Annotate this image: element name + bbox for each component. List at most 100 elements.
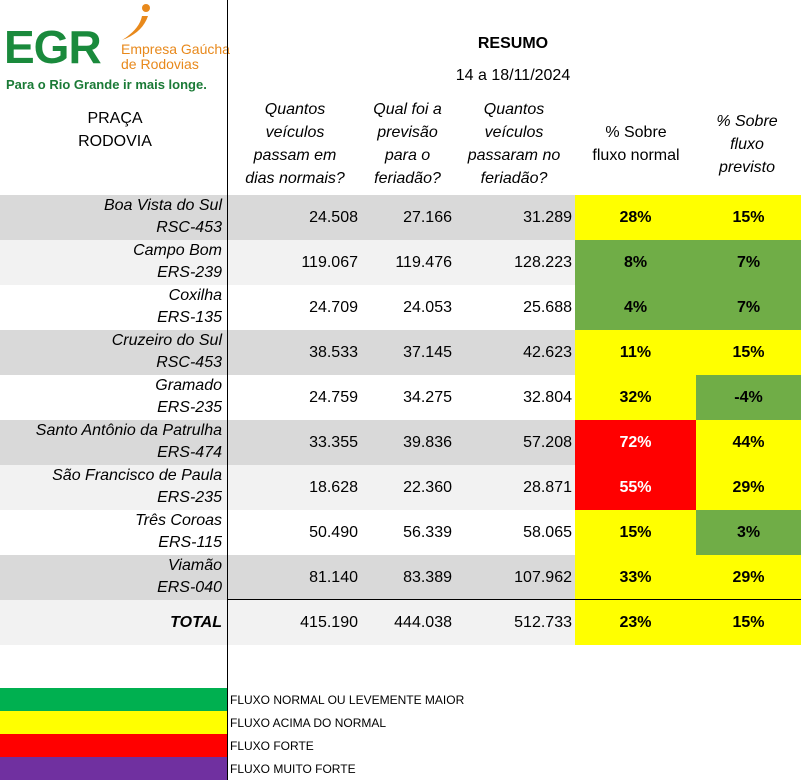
legend-label: FLUXO MUITO FORTE (230, 762, 356, 776)
header-passaram: Quantos veículos passaram no feriadão? (456, 98, 572, 190)
row-pct-previsto: 29% (696, 465, 801, 510)
row-pct-normal: 33% (575, 555, 696, 600)
row-pct-previsto: 29% (696, 555, 801, 600)
total-previsao: 444.038 (394, 614, 452, 631)
header-line: passaram no (467, 147, 561, 164)
legend-swatch (0, 711, 227, 734)
row-normal: 119.067 (301, 254, 358, 271)
legend-swatch (0, 734, 227, 757)
row-location: Campo Bom ERS-239 (0, 240, 222, 284)
header-line: fluxo normal (592, 147, 680, 164)
row-passaram: 57.208 (523, 434, 572, 451)
legend-swatch (0, 688, 227, 711)
row-pct-normal: 4% (575, 285, 696, 330)
header-praca-rodovia: PRAÇA RODOVIA (60, 107, 170, 153)
row-normal: 81.140 (309, 569, 358, 586)
row-previsao: 24.053 (403, 299, 452, 316)
total-label: TOTAL (170, 614, 222, 631)
row-normal: 24.508 (309, 209, 358, 226)
row-previsao: 56.339 (403, 524, 452, 541)
row-pct-normal: 11% (575, 330, 696, 375)
row-location: São Francisco de Paula ERS-235 (0, 465, 222, 509)
table-row (0, 375, 575, 420)
header-line: para o (384, 147, 431, 164)
row-pct-previsto: 15% (696, 330, 801, 375)
row-passaram: 107.962 (514, 569, 572, 586)
header-line: dias normais? (245, 170, 345, 187)
header-praca: PRAÇA (87, 110, 143, 127)
row-praca: Coxilha (168, 287, 222, 304)
row-location: Boa Vista do Sul RSC-453 (0, 195, 222, 239)
header-rodovia: RODOVIA (78, 133, 152, 150)
header-pct-previsto: % Sobre fluxo previsto (698, 110, 796, 179)
row-pct-previsto: 15% (696, 195, 801, 240)
row-previsao: 39.836 (403, 434, 452, 451)
header-line: fluxo (730, 136, 764, 153)
row-normal: 24.759 (309, 389, 358, 406)
column-divider (227, 0, 228, 780)
row-praca: Três Coroas (135, 512, 222, 529)
row-location: Coxilha ERS-135 (0, 285, 222, 329)
table-row (0, 510, 575, 555)
header-normal: Quantos veículos passam em dias normais? (232, 98, 358, 190)
row-passaram: 42.623 (523, 344, 572, 361)
row-pct-previsto: -4% (696, 375, 801, 420)
row-pct-previsto: 44% (696, 420, 801, 465)
header-line: Quantos (264, 101, 326, 118)
total-passaram: 512.733 (514, 614, 572, 631)
row-passaram: 58.065 (523, 524, 572, 541)
row-praca: Cruzeiro do Sul (111, 332, 222, 349)
header-line: % Sobre (716, 113, 778, 130)
total-divider (227, 599, 801, 600)
row-rodovia: ERS-115 (158, 534, 222, 551)
table-row (0, 195, 575, 240)
row-location: Três Coroas ERS-115 (0, 510, 222, 554)
row-pct-normal: 28% (575, 195, 696, 240)
header-line: passam em (253, 147, 337, 164)
row-rodovia: ERS-474 (157, 444, 222, 461)
header-line: veículos (484, 124, 544, 141)
row-normal: 24.709 (309, 299, 358, 316)
legend-swatch (0, 757, 227, 780)
header-line: previsto (718, 159, 776, 176)
row-previsao: 83.389 (403, 569, 452, 586)
company-name-line2: de Rodovias (121, 56, 199, 72)
header-line: veículos (265, 124, 325, 141)
row-normal: 18.628 (309, 479, 358, 496)
total-normal: 415.190 (300, 614, 358, 631)
row-praca: São Francisco de Paula (52, 467, 222, 484)
table-row (0, 465, 575, 510)
row-pct-previsto: 7% (696, 240, 801, 285)
header-line: % Sobre (605, 124, 667, 141)
row-normal: 33.355 (309, 434, 358, 451)
header-line: previsão (377, 124, 438, 141)
legend-label: FLUXO NORMAL OU LEVEMENTE MAIOR (230, 693, 465, 707)
total-pct-normal: 23% (575, 600, 696, 645)
row-pct-normal: 8% (575, 240, 696, 285)
row-rodovia: ERS-135 (157, 309, 222, 326)
row-previsao: 37.145 (403, 344, 452, 361)
row-previsao: 119.476 (395, 254, 452, 271)
row-location: Gramado ERS-235 (0, 375, 222, 419)
row-rodovia: ERS-040 (157, 579, 222, 596)
row-pct-normal: 72% (575, 420, 696, 465)
table-row (0, 330, 575, 375)
table-row (0, 555, 575, 600)
header-line: feriadão? (374, 170, 441, 187)
table-row (0, 420, 575, 465)
row-praca: Boa Vista do Sul (103, 197, 222, 214)
row-praca: Santo Antônio da Patrulha (35, 422, 222, 439)
tagline: Para o Rio Grande ir mais longe. (6, 77, 207, 92)
swoosh-logo-icon (122, 4, 150, 40)
page-title: RESUMO (477, 35, 549, 52)
row-praca: Campo Bom (133, 242, 222, 259)
row-previsao: 34.275 (403, 389, 452, 406)
legend-label: FLUXO FORTE (230, 739, 314, 753)
company-name: Empresa Gaúcha de Rodovias (121, 42, 230, 72)
row-pct-normal: 32% (575, 375, 696, 420)
row-passaram: 25.688 (523, 299, 572, 316)
date-range: 14 a 18/11/2024 (455, 67, 571, 84)
row-normal: 50.490 (309, 524, 358, 541)
row-rodovia: RSC-453 (156, 219, 222, 236)
row-praca: Gramado (155, 377, 222, 394)
